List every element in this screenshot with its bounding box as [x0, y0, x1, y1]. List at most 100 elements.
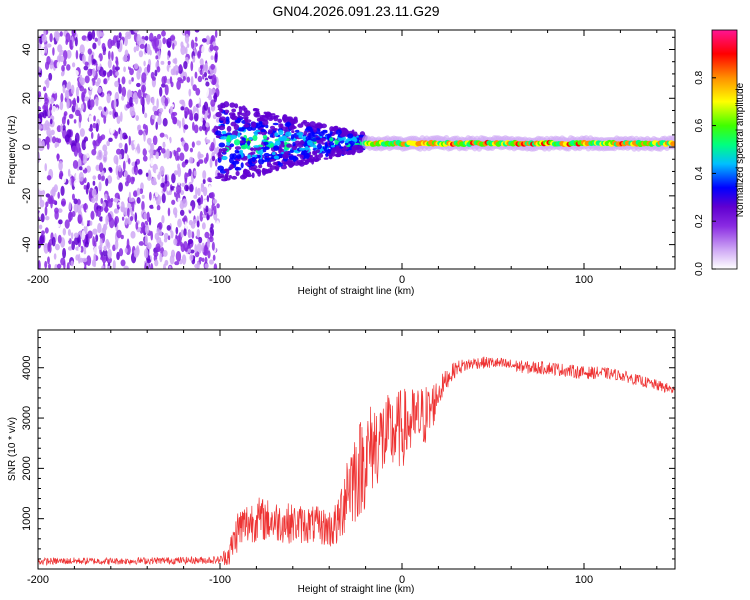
heatmap-cell [124, 217, 128, 226]
heatmap-cell [204, 231, 210, 239]
heatmap-cell [52, 47, 55, 56]
heatmap-cell [150, 142, 155, 152]
heatmap-cell [179, 79, 184, 84]
heatmap-cell [158, 112, 162, 119]
heatmap-cell [83, 184, 87, 190]
heatmap-cell [108, 137, 113, 143]
snr-ytick-label: 2000 [21, 456, 33, 480]
heatmap-cell [124, 142, 128, 154]
heatmap-cell [294, 140, 301, 145]
heatmap-cell [167, 235, 171, 241]
heatmap-cell [136, 69, 141, 80]
heatmap-cell [62, 247, 67, 259]
heatmap-cell [146, 63, 151, 73]
heatmap-cell [300, 140, 305, 145]
heatmap-cell [89, 79, 93, 91]
heatmap-cell [70, 84, 75, 95]
heatmap-cell [103, 78, 106, 85]
heatmap-cell [194, 30, 200, 33]
heatmap-cell [234, 149, 240, 154]
heatmap-cell [78, 246, 82, 252]
heatmap-cell [86, 249, 91, 256]
heatmap-cell [192, 55, 196, 63]
heatmap-cell [194, 243, 198, 254]
heatmap-cell [201, 257, 205, 263]
heatmap-cell [328, 155, 333, 160]
heatmap-cell [45, 193, 51, 198]
heatmap-cell [99, 216, 104, 222]
heatmap-cell [303, 130, 308, 136]
heatmap-cell [45, 136, 51, 144]
heatmap-cell [54, 263, 58, 269]
heatmap-cell [107, 248, 112, 259]
heatmap-cell [93, 115, 96, 122]
heatmap-cell [95, 164, 100, 172]
heatmap-cell [152, 197, 156, 209]
heatmap-cell [138, 129, 144, 136]
heatmap-cell [208, 207, 212, 216]
heatmap-cell [45, 78, 50, 89]
heatmap-cell [66, 82, 70, 90]
heatmap-cell [313, 126, 318, 133]
heatmap-cell [117, 164, 122, 172]
heatmap-cell [97, 57, 101, 67]
heatmap-cell [73, 119, 77, 124]
heatmap-cell [273, 155, 280, 160]
heatmap-cell [85, 233, 89, 245]
heatmap-cell [79, 128, 85, 137]
heatmap-cell [83, 136, 89, 143]
heatmap-cell [75, 141, 81, 153]
heatmap-cell [170, 230, 174, 239]
heatmap-cell [155, 243, 161, 252]
heatmap-cell [258, 158, 265, 165]
heatmap-cell [149, 204, 155, 209]
heatmap-cell [298, 147, 306, 151]
heatmap-cell [136, 34, 142, 46]
heatmap-cell [104, 193, 108, 200]
heatmap-cell [97, 133, 100, 144]
heatmap-cell [229, 143, 235, 148]
heatmap-cell [180, 229, 184, 238]
heatmap-cell [199, 58, 204, 66]
heatmap-cell [81, 230, 86, 241]
heatmap-cell [141, 194, 145, 199]
colorbar-tick-label: 0.0 [694, 262, 705, 276]
heatmap-cell [107, 38, 113, 49]
heatmap-cell [151, 180, 158, 186]
heatmap-cell [82, 164, 85, 170]
heatmap-cell [42, 86, 47, 92]
heatmap-cell [38, 43, 42, 49]
heatmap-cell [118, 182, 123, 192]
heatmap-cell [210, 223, 214, 229]
heatmap-cell [287, 162, 295, 167]
heatmap-cell [159, 86, 163, 97]
heatmap-cell [71, 240, 76, 251]
heatmap-cell [197, 75, 203, 83]
spectrogram-ytick-label: -20 [21, 188, 33, 204]
heatmap-cell [130, 262, 135, 269]
heatmap-cell [38, 96, 44, 106]
heatmap-cell [208, 184, 212, 194]
heatmap-cell [135, 115, 139, 122]
heatmap-cell [133, 248, 139, 258]
heatmap-cell [38, 66, 41, 73]
heatmap-cell [189, 249, 195, 254]
heatmap-cell [197, 203, 202, 210]
heatmap-cell [64, 134, 71, 143]
heatmap-cell [128, 90, 133, 97]
heatmap-cell [160, 147, 166, 154]
heatmap-cell [177, 197, 181, 206]
heatmap-cell [101, 174, 105, 182]
heatmap-cell [86, 255, 92, 267]
heatmap-cell [96, 30, 102, 38]
heatmap-cell [231, 115, 238, 121]
heatmap-cell [318, 153, 324, 158]
heatmap-cell [290, 134, 295, 140]
heatmap-cell [96, 77, 101, 85]
heatmap-cell [336, 154, 341, 157]
heatmap-cell [259, 124, 266, 128]
heatmap-cell [172, 116, 177, 125]
heatmap-cell [59, 55, 65, 63]
heatmap-cell [190, 39, 195, 50]
heatmap-cell [100, 197, 104, 205]
